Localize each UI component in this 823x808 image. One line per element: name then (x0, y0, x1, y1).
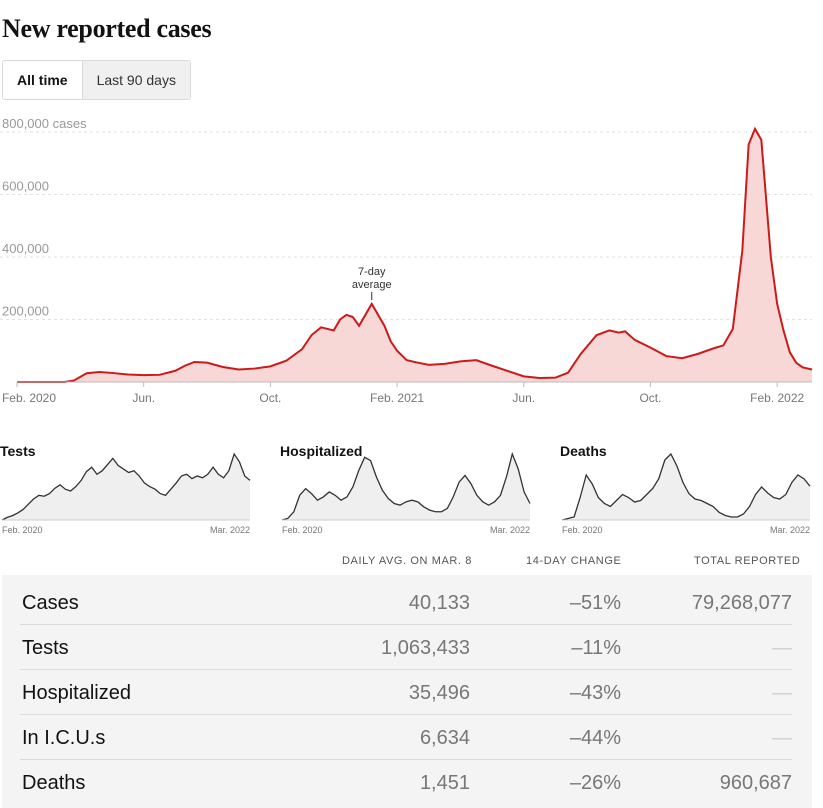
annotation-line-1: 7-day (358, 266, 386, 278)
x-tick-label: Jun. (132, 391, 155, 405)
mini-line (281, 451, 531, 521)
y-tick-label: 600,000 (2, 179, 49, 194)
table-row-hospitalized: Hospitalized 35,496 –43% — (20, 669, 792, 715)
last-90-days-button[interactable]: Last 90 days (82, 61, 190, 99)
time-range-toggle: All time Last 90 days (2, 60, 191, 100)
change-header: 14-DAY CHANGE (526, 555, 622, 567)
daily-avg-value: 35,496 (408, 682, 470, 704)
daily-avg-value: 40,133 (408, 592, 470, 614)
all-time-button[interactable]: All time (3, 61, 83, 99)
change-value: –11% (571, 637, 621, 659)
y-tick-label: 200,000 (2, 304, 49, 319)
daily-avg-value: 6,634 (419, 727, 470, 749)
row-label: Cases (22, 592, 79, 614)
total-value: 960,687 (719, 772, 792, 794)
table-row-deaths: Deaths 1,451 –26% 960,687 (20, 759, 792, 804)
annotation-line-2: average (352, 279, 392, 291)
x-tick-label: Feb. 2020 (2, 391, 56, 405)
table-row-tests: Tests 1,063,433 –11% — (20, 624, 792, 670)
hospitalized-mini-title: Hospitalized (280, 443, 363, 459)
mini-line (1, 452, 251, 521)
mini-x-label-end: Mar. 2022 (210, 525, 250, 535)
mini-x-label-end: Mar. 2022 (770, 525, 810, 535)
y-tick-label: 400,000 (2, 241, 49, 256)
hospitalized-mini-chart: Feb. 2020 Mar. 2022 Hospitalized (280, 440, 535, 540)
tests-mini-chart: Feb. 2020 Mar. 2022 Tests (0, 440, 255, 540)
mini-area (2, 454, 250, 520)
cases-area (17, 128, 812, 382)
deaths-mini-chart: Feb. 2020 Mar. 2022 Deaths (560, 440, 815, 540)
x-tick-label: Feb. 2021 (370, 391, 424, 405)
total-header: TOTAL REPORTED (694, 555, 801, 567)
tests-mini-title: Tests (0, 443, 36, 459)
daily-avg-value: 1,063,433 (381, 637, 470, 659)
page-title: New reported cases (2, 14, 212, 43)
x-tick-label: Jun. (512, 391, 535, 405)
row-label: Deaths (22, 772, 86, 794)
table-row-cases: Cases 40,133 –51% 79,268,077 (20, 579, 792, 625)
change-value: –26% (569, 772, 621, 794)
mini-area (282, 454, 530, 520)
total-value: 79,268,077 (691, 592, 792, 614)
daily-avg-header: DAILY AVG. ON MAR. 8 (342, 555, 472, 567)
stats-table: Cases 40,133 –51% 79,268,077 Tests 1,063… (2, 575, 812, 808)
mini-x-label-start: Feb. 2020 (282, 525, 323, 535)
change-value: –44% (569, 727, 621, 749)
mini-x-label-start: Feb. 2020 (562, 525, 603, 535)
mini-area (562, 454, 810, 520)
row-label: Hospitalized (22, 682, 131, 704)
row-label: Tests (22, 637, 69, 659)
total-value: — (772, 682, 792, 704)
table-row-icu: In I.C.U.s 6,634 –44% — (20, 714, 792, 760)
cases-line (17, 126, 813, 383)
total-value: — (772, 727, 792, 749)
x-tick-label: Oct. (259, 391, 281, 405)
mini-line (561, 452, 811, 521)
mini-x-label-start: Feb. 2020 (2, 525, 43, 535)
change-value: –43% (569, 682, 621, 704)
change-value: –51% (569, 592, 621, 614)
daily-avg-value: 1,451 (419, 772, 470, 794)
x-tick-label: Oct. (639, 391, 661, 405)
cases-chart: 800,000 cases 600,000 400,000 200,000 Feb. 2… (0, 116, 813, 405)
y-tick-label: 800,000 cases (2, 116, 87, 131)
mini-x-label-end: Mar. 2022 (490, 525, 530, 535)
deaths-mini-title: Deaths (560, 443, 607, 459)
x-tick-label: Feb. 2022 (750, 391, 804, 405)
row-label: In I.C.U.s (22, 727, 106, 749)
total-value: — (772, 637, 792, 659)
